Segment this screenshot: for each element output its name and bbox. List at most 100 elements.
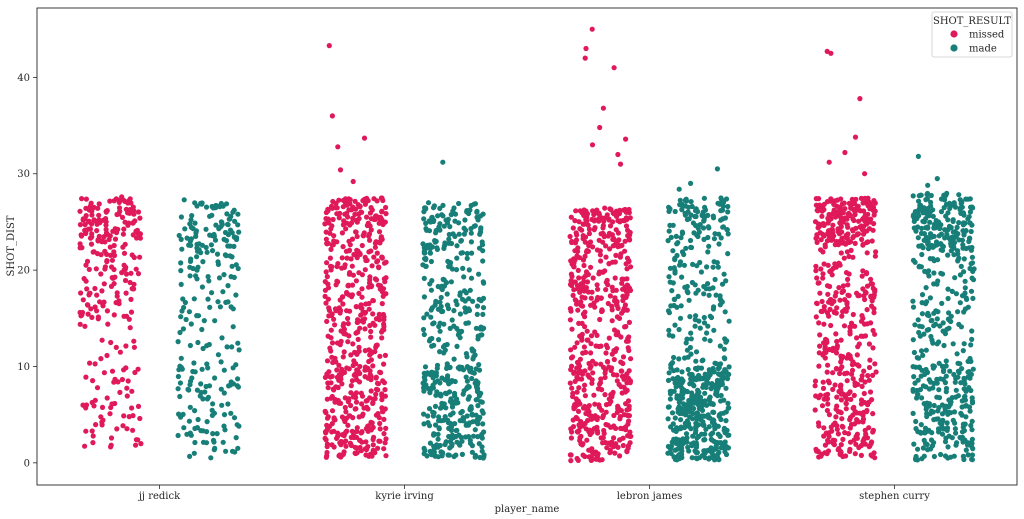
point-missed	[826, 211, 832, 218]
point-missed	[592, 401, 598, 407]
point-missed	[358, 312, 364, 318]
point-made	[969, 436, 976, 442]
point-missed	[373, 391, 379, 397]
point-missed	[569, 273, 575, 280]
point-missed	[586, 243, 592, 249]
point-made	[445, 417, 451, 423]
point-made	[721, 355, 727, 361]
point-made	[682, 197, 688, 203]
point-made	[967, 265, 973, 272]
point-missed	[579, 227, 585, 233]
point-missed	[111, 242, 117, 249]
point-made	[722, 309, 728, 315]
point-made	[938, 270, 944, 276]
point-missed	[363, 439, 369, 445]
point-made	[432, 238, 438, 244]
point-made	[464, 354, 470, 360]
point-made	[963, 447, 969, 453]
point-missed	[127, 279, 133, 286]
point-made	[209, 407, 215, 413]
point-made	[426, 406, 433, 412]
point-missed	[866, 425, 872, 431]
point-made	[216, 275, 223, 281]
point-made	[711, 423, 718, 429]
point-made	[423, 205, 429, 211]
point-made	[665, 238, 671, 244]
point-made	[480, 258, 486, 264]
point-made	[221, 367, 227, 373]
point-missed	[825, 401, 831, 407]
point-missed	[840, 235, 846, 241]
point-missed	[354, 425, 360, 431]
point-missed	[367, 274, 373, 280]
point-made	[176, 232, 182, 239]
point-missed	[864, 283, 871, 289]
point-missed	[583, 216, 589, 223]
point-made	[200, 396, 206, 402]
point-missed	[850, 412, 856, 418]
point-made	[479, 332, 485, 338]
point-made	[956, 192, 962, 198]
point-missed	[838, 337, 844, 343]
point-made	[456, 441, 462, 447]
point-missed	[853, 225, 859, 231]
point-missed	[606, 230, 613, 236]
point-made	[481, 452, 487, 458]
point-made	[177, 380, 183, 386]
point-made	[911, 212, 917, 218]
point-made	[701, 437, 707, 443]
point-missed	[373, 239, 379, 245]
point-missed	[98, 356, 104, 362]
point-made	[686, 297, 692, 303]
point-missed	[323, 428, 329, 434]
x-axis-label: player_name	[495, 504, 560, 515]
point-missed	[329, 340, 336, 346]
point-made	[922, 429, 928, 435]
point-made	[444, 291, 450, 297]
point-missed	[377, 286, 383, 292]
point-missed	[96, 201, 102, 207]
point-missed	[581, 344, 588, 350]
point-missed	[869, 281, 876, 287]
point-missed	[836, 209, 842, 215]
point-made	[422, 364, 429, 370]
point-made	[433, 422, 439, 428]
point-made	[671, 354, 677, 361]
point-missed	[328, 246, 334, 252]
point-made	[435, 436, 441, 442]
point-missed	[825, 262, 831, 268]
point-missed	[367, 395, 373, 401]
point-missed	[99, 337, 105, 343]
point-made	[430, 382, 436, 388]
point-missed	[606, 217, 612, 223]
point-missed	[618, 218, 624, 224]
point-missed	[822, 442, 829, 448]
point-missed	[861, 208, 867, 214]
point-missed	[600, 225, 606, 231]
point-made	[189, 375, 195, 381]
point-made	[471, 201, 477, 207]
point-missed	[627, 229, 633, 236]
point-missed	[590, 275, 596, 281]
point-missed	[323, 269, 329, 275]
point-made	[679, 369, 685, 375]
point-made	[433, 230, 439, 236]
point-made	[675, 406, 681, 412]
point-missed	[377, 438, 383, 444]
point-missed	[595, 451, 601, 457]
point-made	[204, 419, 210, 425]
point-made	[423, 220, 429, 226]
point-missed	[623, 323, 629, 330]
point-made	[926, 268, 932, 274]
point-made	[475, 421, 481, 427]
point-missed	[335, 144, 341, 150]
point-made	[431, 370, 437, 376]
point-missed	[852, 451, 858, 457]
point-made	[473, 325, 479, 331]
point-missed	[326, 43, 332, 49]
point-missed	[838, 196, 844, 202]
point-missed	[94, 292, 100, 298]
point-made	[940, 243, 947, 250]
point-made	[959, 412, 965, 418]
point-missed	[572, 344, 578, 350]
